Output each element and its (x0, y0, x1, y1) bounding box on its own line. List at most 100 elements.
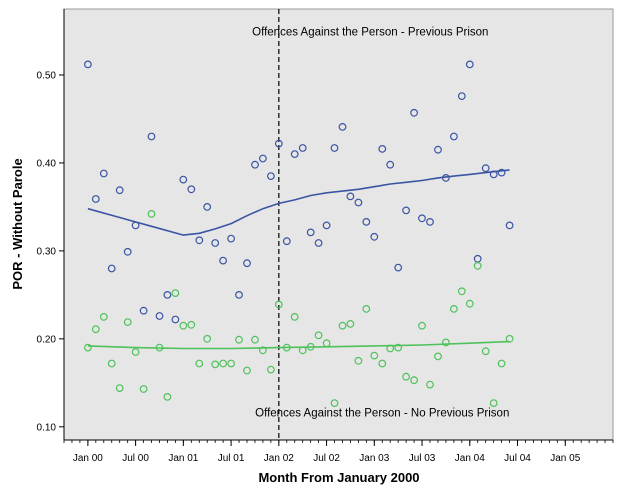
data-point-series-1 (457, 92, 466, 100)
annotation-no-previous-prison: Offences Against the Person - No Previou… (255, 407, 509, 419)
data-point-series-2 (139, 385, 148, 393)
data-point-series-1 (505, 221, 514, 230)
data-point-series-1 (370, 232, 379, 241)
data-point-series-1 (91, 195, 100, 203)
data-point-series-2 (123, 318, 132, 327)
data-point-series-1 (497, 168, 506, 177)
data-point-series-1 (346, 192, 355, 201)
data-point-series-2 (497, 359, 506, 368)
data-point-series-2 (227, 359, 236, 368)
x-axis-title: Month From January 2000 (258, 470, 419, 485)
x-ticks: Jan 00 Jul 00 Jan 01 Jul 01 Jan 02 Jul 02 Jan … (63, 440, 614, 464)
data-point-series-1 (107, 264, 116, 273)
data-point-series-1 (450, 132, 458, 141)
data-point-series-2 (235, 335, 243, 344)
annotations: Offences Against the Person - Previous P… (252, 26, 509, 419)
x-tick-label: Jan 03 (359, 453, 389, 464)
data-point-series-2 (195, 359, 204, 368)
data-point-series-2 (481, 347, 490, 356)
data-point-series-2 (465, 299, 474, 308)
data-point-series-2 (378, 359, 387, 368)
data-point-series-2 (107, 359, 116, 368)
data-point-series-2 (322, 339, 331, 348)
data-point-series-1 (306, 228, 315, 237)
data-point-series-1 (243, 259, 251, 268)
data-point-series-2 (370, 351, 379, 360)
data-point-series-2 (457, 287, 466, 296)
data-point-series-1 (259, 154, 267, 163)
data-point-series-2 (442, 338, 450, 347)
x-tick-label: Jul 04 (504, 453, 531, 464)
data-point-series-2 (338, 321, 347, 330)
data-point-series-1 (434, 145, 442, 154)
data-point-series-2 (274, 300, 283, 309)
data-point-series-2 (354, 356, 363, 365)
data-point-series-2 (203, 334, 212, 343)
data-point-series-2 (489, 399, 498, 408)
data-point-series-2 (211, 360, 220, 369)
data-point-series-2 (434, 352, 442, 361)
data-point-series-2 (505, 334, 514, 343)
x-tick-label: Jul 02 (313, 453, 340, 464)
data-point-series-2 (450, 305, 458, 313)
data-point-series-1 (489, 170, 498, 179)
data-point-series-2 (394, 343, 403, 352)
y-axis-title: POR - Without Parole (10, 158, 25, 289)
data-point-series-1 (211, 239, 220, 247)
data-point-series-1 (267, 172, 275, 181)
data-point-series-1 (298, 144, 307, 152)
data-point-series-1 (282, 237, 291, 246)
data-point-series-2 (171, 289, 180, 298)
data-point-series-2 (298, 346, 307, 355)
data-point-series-1 (179, 175, 188, 184)
data-point-series-1 (227, 234, 236, 243)
data-point-series-1 (442, 173, 450, 182)
data-point-series-2 (91, 325, 100, 334)
y-tick-label: 0.50 (37, 70, 57, 81)
axes (63, 9, 613, 441)
data-point-series-2 (147, 209, 156, 218)
data-point-series-2 (346, 320, 355, 328)
data-point-series-1 (147, 132, 156, 141)
data-point-series-1 (402, 206, 411, 215)
data-point-series-2 (362, 305, 371, 313)
data-point-series-1 (274, 139, 283, 148)
data-point-series-1 (163, 291, 172, 299)
data-point-series-1 (155, 312, 164, 320)
data-point-series-2 (402, 372, 411, 381)
data-point-series-1 (378, 144, 387, 153)
data-point-series-1 (362, 217, 371, 226)
data-point-series-1 (330, 144, 339, 152)
data-point-series-2 (131, 348, 140, 356)
data-point-series-1 (219, 256, 228, 265)
data-point-series-1 (123, 247, 132, 256)
data-point-series-1 (235, 291, 243, 299)
y-ticks: 0.10 0.20 0.30 0.40 0.50 (37, 70, 64, 433)
data-point-series-1 (426, 217, 434, 226)
data-point-series-2 (179, 321, 188, 330)
data-point-series-2 (219, 359, 228, 368)
data-point-series-1 (354, 198, 363, 207)
data-point-series-2 (243, 366, 251, 375)
x-tick-label: Jul 01 (218, 453, 245, 464)
data-point-series-1 (115, 186, 124, 195)
data-point-series-2 (155, 343, 164, 352)
data-point-series-2 (386, 344, 395, 353)
data-point-series-1 (410, 108, 419, 117)
x-tick-label: Jan 05 (550, 453, 580, 464)
data-point-series-1 (481, 164, 490, 173)
data-point-series-2 (426, 380, 434, 389)
data-point-series-2 (314, 331, 323, 340)
data-point-series-1 (386, 160, 395, 169)
data-point-series-1 (203, 202, 212, 211)
data-point-series-2 (418, 321, 426, 330)
data-point-series-1 (322, 221, 331, 230)
data-point-series-2 (187, 320, 196, 329)
data-point-series-1 (139, 306, 148, 315)
y-tick-label: 0.20 (37, 334, 57, 345)
data-point-series-2 (99, 313, 108, 321)
data-point-series-1 (290, 150, 299, 159)
x-tick-label: Jan 02 (264, 453, 294, 464)
data-point-series-2 (473, 261, 482, 270)
